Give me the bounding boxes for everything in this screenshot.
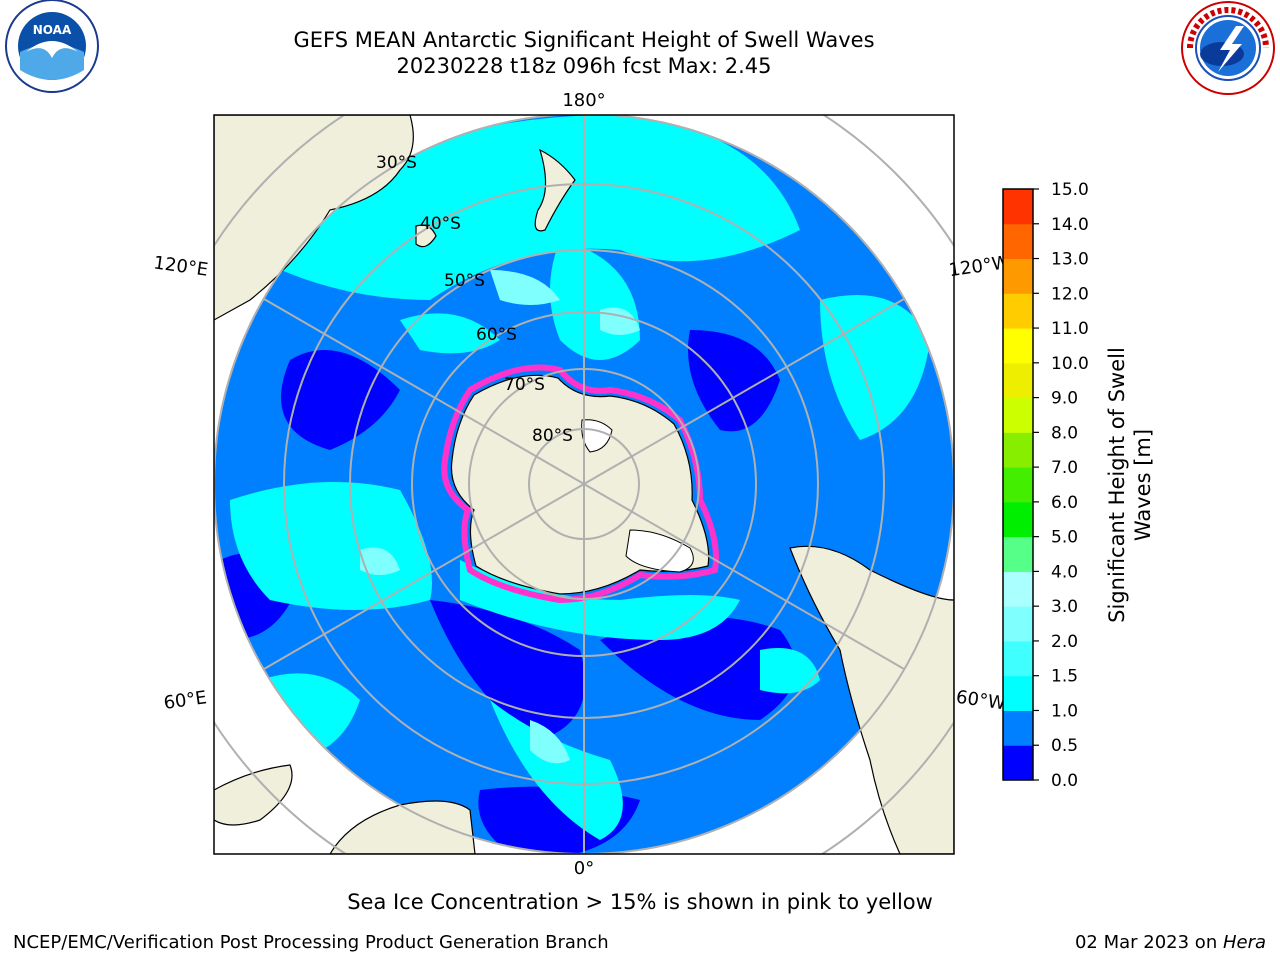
colorbar-bin xyxy=(1003,501,1033,538)
colorbar-tick-label: 0.0 xyxy=(1051,771,1078,791)
footer-date-text: 02 Mar 2023 on xyxy=(1074,932,1223,953)
colorbar-bin xyxy=(1003,328,1033,364)
deep-swell-patch xyxy=(688,330,780,432)
map-frame xyxy=(213,114,955,855)
colorbar-tick-label: 12.0 xyxy=(1051,284,1089,304)
colorbar-tick-label: 5.0 xyxy=(1051,528,1078,548)
colorbar-label-line1: Significant Height of Swell xyxy=(1105,347,1129,623)
colorbar-tick-label: 3.0 xyxy=(1051,597,1078,617)
colorbar-bin xyxy=(1003,710,1033,746)
colorbar-bin xyxy=(1003,432,1033,468)
colorbar-tick-label: 9.0 xyxy=(1051,389,1078,409)
graticule xyxy=(214,115,954,854)
moderate-swell-band xyxy=(490,700,623,840)
colorbar-bin xyxy=(1003,640,1033,677)
colorbar-tick-label: 13.0 xyxy=(1051,250,1089,270)
lon-label-60w: 60°W xyxy=(955,687,1007,715)
colorbar-bin xyxy=(1003,571,1033,607)
footer-system: Hera xyxy=(1222,932,1266,953)
colorbar-tick-label: 4.0 xyxy=(1051,562,1078,582)
sea-ice-caption: Sea Ice Concentration > 15% is shown in … xyxy=(347,890,933,914)
map-title: GEFS MEAN Antarctic Significant Height o… xyxy=(293,28,875,52)
colorbar-bin xyxy=(1003,223,1033,260)
moderate-swell-band xyxy=(230,482,432,610)
lon-label-120e: 120°E xyxy=(152,252,209,280)
land-tasmania xyxy=(415,224,437,248)
colorbar-tick-label: 14.0 xyxy=(1051,215,1089,235)
colorbar-tick-label: 6.0 xyxy=(1051,493,1078,513)
noaa-logo-text: NOAA xyxy=(33,23,72,37)
colorbar-bin xyxy=(1003,362,1033,399)
lat-label-40s: 40°S xyxy=(420,214,461,234)
colorbar-bin xyxy=(1003,397,1033,433)
land-new-zealand xyxy=(534,148,576,232)
colorbar-bin xyxy=(1003,258,1033,294)
land-madagascar xyxy=(214,764,293,826)
colorbar-bin xyxy=(1003,293,1033,329)
colorbar-tick-label: 1.0 xyxy=(1051,701,1078,721)
lat-label-80s: 80°S xyxy=(532,426,573,446)
noaa-logo: NOAA xyxy=(5,0,99,93)
colorbar-bin xyxy=(1003,606,1033,642)
colorbar-label-line2: Waves [m] xyxy=(1131,429,1155,541)
lon-label-180: 180° xyxy=(562,90,605,111)
lat-label-60s: 60°S xyxy=(476,325,517,345)
colorbar-tick-label: 15.0 xyxy=(1051,180,1089,200)
high-swell-patch xyxy=(490,270,560,305)
sea-ice-edge xyxy=(441,364,719,604)
high-swell-patch xyxy=(530,720,570,764)
lat-label-30s: 30°S xyxy=(376,153,417,173)
colorbar-tick-label: 7.0 xyxy=(1051,458,1078,478)
deep-swell-patch xyxy=(430,600,585,740)
lon-label-0: 0° xyxy=(574,858,594,879)
colorbar-tick-label: 0.5 xyxy=(1051,736,1078,756)
nws-logo xyxy=(1181,1,1275,95)
moderate-swell-band xyxy=(400,313,500,354)
lat-label-70s: 70°S xyxy=(504,375,545,395)
colorbar-bin xyxy=(1003,675,1033,711)
colorbar-tick-label: 1.5 xyxy=(1051,667,1078,687)
deep-swell-patch xyxy=(281,350,400,450)
moderate-swell-band xyxy=(760,648,820,694)
footer-credit: NCEP/EMC/Verification Post Processing Pr… xyxy=(13,932,609,953)
colorbar-tick-label: 2.0 xyxy=(1051,632,1078,652)
lon-label-120w: 120°W xyxy=(947,252,1011,281)
colorbar-tick-label: 10.0 xyxy=(1051,354,1089,374)
colorbar: 0.0 0.5 1.0 1.5 2.0 3.0 4.0 5.0 6.0 7.0 8.0 9.0 10.0… xyxy=(1002,180,1089,791)
high-swell-patch xyxy=(360,547,400,575)
colorbar-frame xyxy=(1002,188,1034,781)
colorbar-bin xyxy=(1003,536,1033,572)
colorbar-tick-label: 11.0 xyxy=(1051,319,1089,339)
colorbar-bin xyxy=(1003,745,1033,781)
footer-date: 02 Mar 2023 on Hera xyxy=(1075,932,1266,953)
colorbar-tick-label: 8.0 xyxy=(1051,423,1078,443)
lat-label-50s: 50°S xyxy=(444,271,485,291)
moderate-swell-band xyxy=(460,560,740,640)
map-subtitle: 20230228 t18z 096h fcst Max: 2.45 xyxy=(396,54,772,78)
lon-label-60e: 60°E xyxy=(162,687,208,714)
colorbar-bin xyxy=(1003,189,1033,225)
ice-shelf-weddell xyxy=(625,529,694,573)
colorbar-bin xyxy=(1003,467,1033,503)
